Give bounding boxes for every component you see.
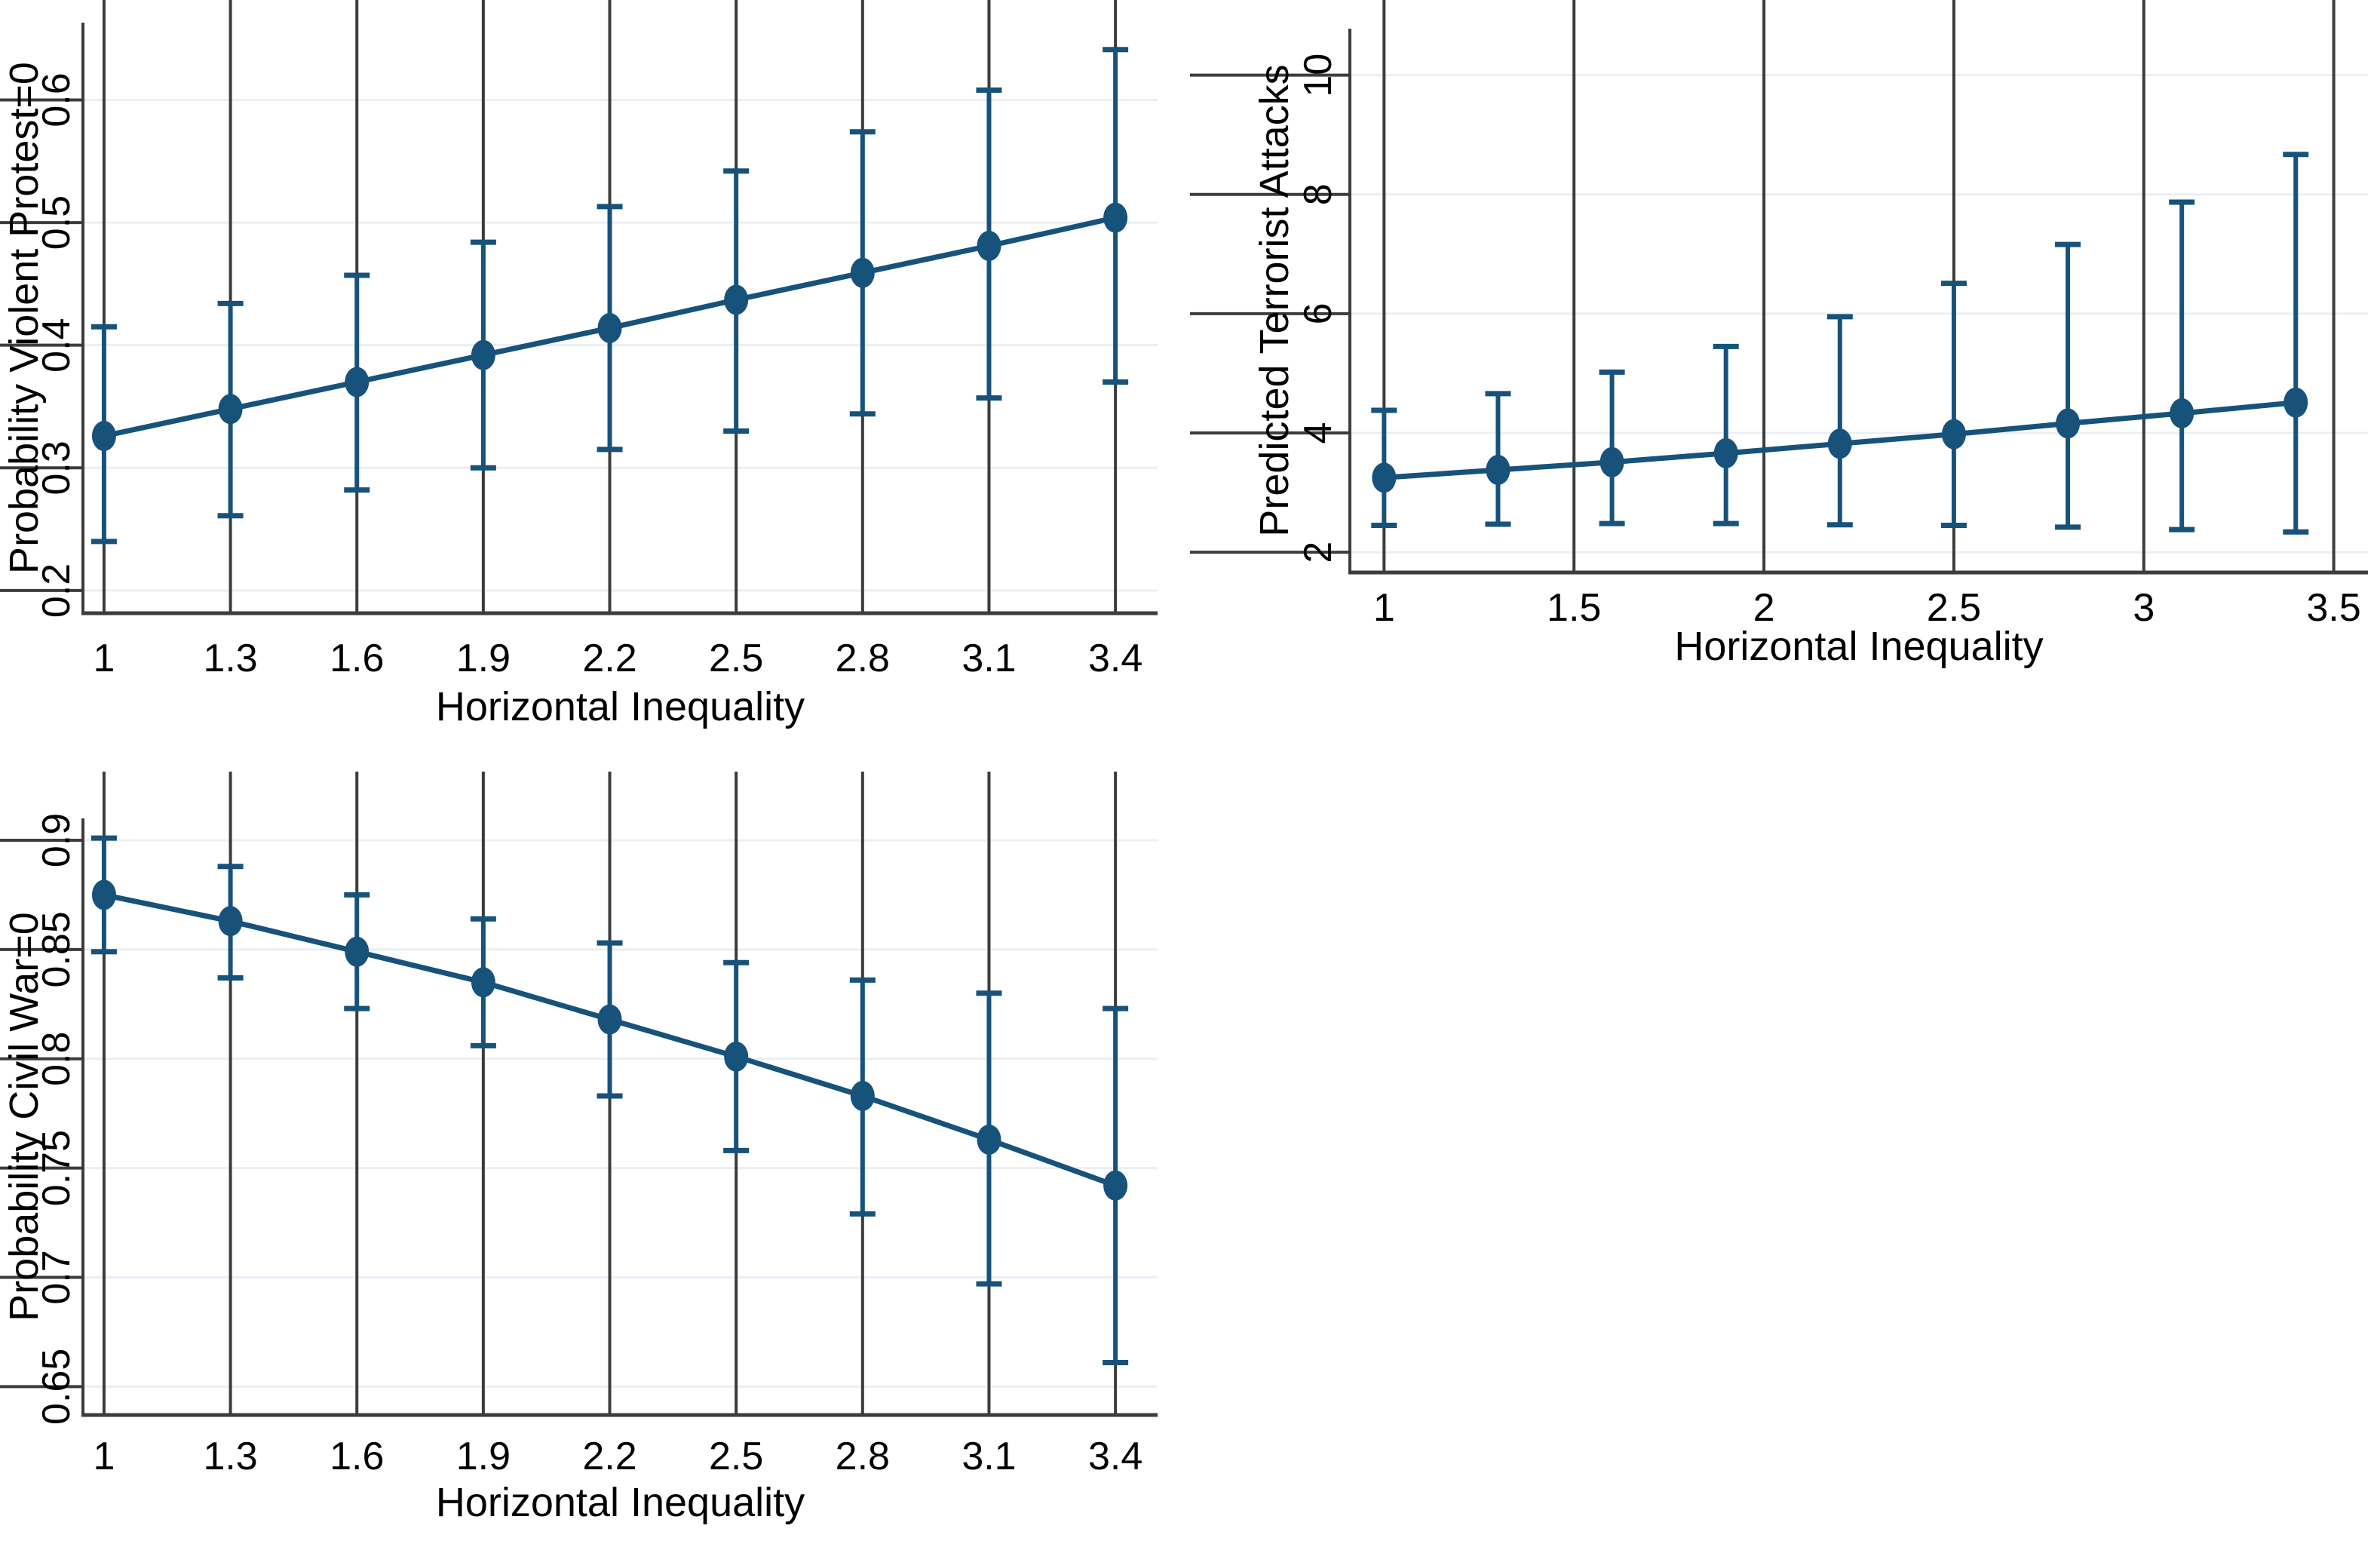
data-point-marker (977, 1124, 1001, 1155)
x-tick-label: 1.3 (203, 637, 257, 680)
y-tick-label: 0.7 (35, 1250, 78, 1304)
data-point-marker (1941, 419, 1966, 450)
y-tick-label: 0.65 (35, 1349, 78, 1425)
chart-probability-civil-war: 0.65 0.7 0.75 0.8 0.85 0.9 1 1.3 1.6 1.9 2.2 2.5 2.8… (0, 772, 1190, 1543)
data-point-marker (850, 257, 875, 288)
x-tick-label: 3.1 (962, 1435, 1016, 1478)
x-tick-label: 1 (1373, 586, 1395, 630)
y-tick-label: 10 (1296, 54, 1340, 97)
data-point-marker (724, 284, 749, 315)
y-tick-label: 0.75 (35, 1130, 78, 1206)
x-tick-label: 1.9 (456, 1435, 511, 1478)
data-point-marker (2056, 408, 2081, 439)
x-tick-label: 1.9 (456, 637, 511, 680)
chart-probability-violent-protest: 0.2 0.3 0.4 0.5 0.6 1 1.3 1.6 1.9 2.2 2.5 2.8 3.1 3.4… (0, 0, 1190, 772)
data-point-marker (1713, 437, 1738, 468)
y-tick-label: 0.2 (35, 563, 78, 618)
x-tick-label: 1.5 (1547, 586, 1601, 630)
y-tick-label: 2 (1296, 542, 1340, 563)
y-tick-label: 8 (1296, 183, 1340, 205)
data-point-marker (850, 1080, 875, 1111)
x-tick-label: 2.5 (709, 1435, 763, 1478)
x-tick-label: 1 (93, 637, 115, 680)
x-tick-label: 3.4 (1088, 637, 1142, 680)
data-point-marker (218, 906, 243, 937)
data-point-marker (597, 312, 622, 343)
data-point-marker (724, 1041, 749, 1072)
data-point-marker (218, 394, 243, 425)
x-axis-title: Horizontal Inequality (1674, 624, 2043, 669)
y-tick-label: 4 (1296, 422, 1340, 444)
y-tick-label: 0.5 (35, 195, 78, 250)
x-tick-label: 2.5 (1927, 586, 1981, 630)
data-point-marker (91, 879, 116, 910)
data-point-marker (1599, 447, 1624, 477)
y-tick-label: 0.9 (35, 813, 78, 867)
data-point-marker (345, 936, 370, 967)
data-point-marker (2283, 387, 2308, 418)
data-point-marker (91, 421, 116, 452)
chart-svg-terrorist-attacks: 2 4 6 8 10 1 1.5 2 2.5 3 3.5 Horizontal Inequality P… (1190, 0, 2368, 669)
y-tick-label: 0.4 (35, 318, 78, 373)
x-tick-label: 2.5 (709, 637, 763, 680)
y-tick-label: 0.85 (35, 911, 78, 987)
x-tick-label: 2.2 (582, 1435, 636, 1478)
x-tick-label: 2.2 (582, 637, 636, 680)
y-axis-title: Probability Violent Protest=0 (2, 62, 47, 574)
y-axis-title: Predicted Terrorist Attacks (1252, 64, 1297, 536)
x-tick-label: 2.8 (836, 1435, 890, 1478)
data-point-marker (471, 967, 495, 998)
x-tick-label: 1.6 (330, 1435, 384, 1478)
x-tick-label: 2.8 (836, 637, 890, 680)
x-tick-label: 3.1 (962, 637, 1016, 680)
chart-svg-civil-war: 0.65 0.7 0.75 0.8 0.85 0.9 1 1.3 1.6 1.9 2.2 2.5 2.8… (0, 772, 1158, 1525)
y-tick-label: 6 (1296, 302, 1340, 324)
data-point-marker (597, 1004, 622, 1035)
y-tick-label: 0.3 (35, 440, 78, 495)
x-tick-label: 1.3 (203, 1435, 257, 1478)
x-tick-label: 1.6 (330, 637, 384, 680)
x-tick-label: 3.4 (1088, 1435, 1142, 1478)
x-axis-title: Horizontal Inequality (436, 684, 805, 729)
data-point-marker (345, 367, 370, 397)
x-tick-label: 3 (2133, 586, 2155, 630)
x-tick-label: 1 (93, 1435, 115, 1478)
x-tick-label: 2 (1753, 586, 1775, 630)
data-point-marker (1103, 1170, 1128, 1201)
y-tick-label: 0.8 (35, 1032, 78, 1086)
data-point-marker (1372, 462, 1397, 493)
data-point-marker (1486, 455, 1511, 486)
data-point-marker (1827, 428, 1852, 459)
y-tick-label: 0.6 (35, 72, 78, 127)
x-axis-title: Horizontal Inequality (436, 1480, 805, 1525)
y-axis-title: Probability Civil War=0 (2, 912, 47, 1321)
data-point-marker (2170, 397, 2194, 428)
data-point-marker (977, 230, 1001, 261)
chart-svg-violent-protest: 0.2 0.3 0.4 0.5 0.6 1 1.3 1.6 1.9 2.2 2.5 2.8 3.1 3.4… (0, 0, 1158, 729)
x-tick-label: 3.5 (2307, 586, 2361, 630)
data-point-marker (1103, 202, 1128, 233)
data-point-marker (471, 339, 495, 370)
chart-predicted-terrorist-attacks: 2 4 6 8 10 1 1.5 2 2.5 3 3.5 Horizontal Inequality P… (1190, 0, 2380, 772)
